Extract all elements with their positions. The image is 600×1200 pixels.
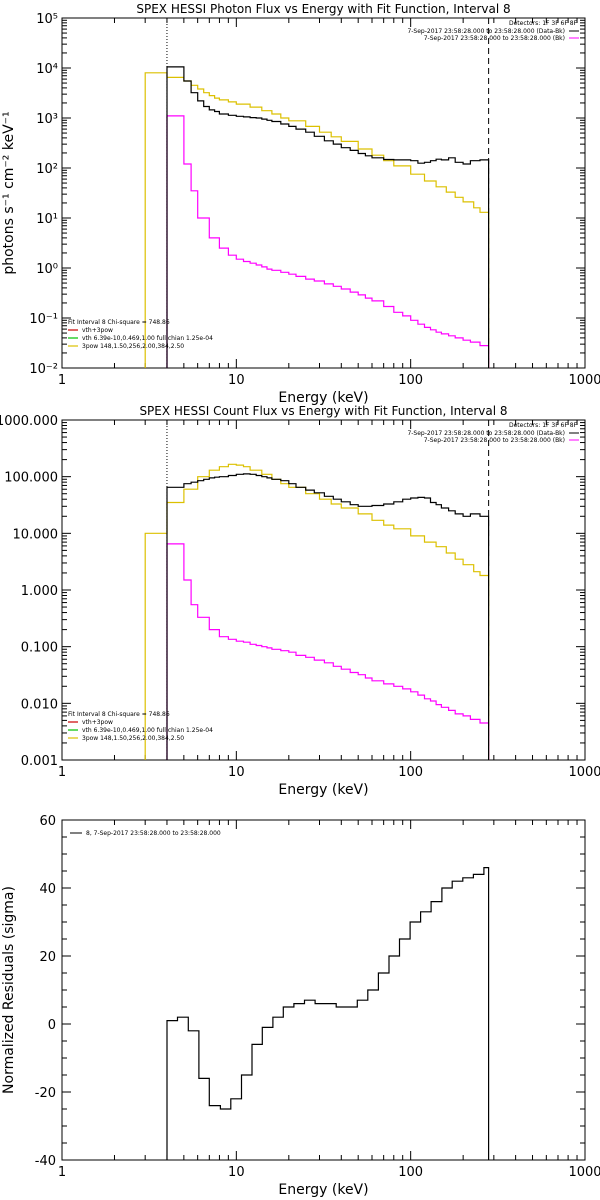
x-tick-label: 1000 bbox=[568, 765, 600, 780]
fit-legend-entry: vth+3pow bbox=[82, 327, 113, 334]
y-tick-label: 1000.000 bbox=[0, 414, 58, 429]
y-tick-label: 60 bbox=[39, 814, 56, 829]
y-tick-label: -20 bbox=[35, 1086, 56, 1101]
plot-frame-0 bbox=[61, 17, 586, 369]
x-tick-label: 100 bbox=[398, 373, 423, 388]
time-range-label: 7-Sep-2017 23:58:28.000 to 23:58:28.000 … bbox=[424, 35, 565, 42]
x-axis-label: Energy (keV) bbox=[278, 1182, 368, 1198]
x-axis-label: Energy (keV) bbox=[278, 782, 368, 798]
chart-title: SPEX HESSI Count Flux vs Energy with Fit… bbox=[139, 404, 507, 418]
plot-frame-2 bbox=[61, 819, 586, 1161]
time-range-label: 7-Sep-2017 23:58:28.000 to 23:58:28.000 … bbox=[407, 28, 565, 35]
y-tick-label: 40 bbox=[39, 882, 56, 897]
detectors-label: Detectors: 1F 3F 6F 8F bbox=[509, 422, 578, 429]
y-tick-label: 1.000 bbox=[21, 584, 58, 599]
y-tick-label: 10⁵ bbox=[36, 12, 58, 27]
x-tick-label: 100 bbox=[398, 1165, 423, 1180]
y-tick-label: 0.100 bbox=[21, 641, 58, 656]
y-tick-label: 10⁴ bbox=[36, 62, 58, 77]
fit-legend-entry: vth+3pow bbox=[82, 719, 113, 726]
time-range-label: 7-Sep-2017 23:58:28.000 to 23:58:28.000 … bbox=[424, 437, 565, 444]
y-axis-label: photons s⁻¹ cm⁻² keV⁻¹ bbox=[1, 111, 17, 274]
normalized-residual-series bbox=[166, 867, 490, 1160]
fit-legend-header: Fit Interval 8 Chi-square = 748.86 bbox=[68, 319, 170, 326]
x-axis-label: Energy (keV) bbox=[278, 390, 368, 406]
thermal-fit-series bbox=[166, 543, 490, 760]
x-tick-label: 10 bbox=[228, 373, 245, 388]
y-axis-label: Normalized Residuals (sigma) bbox=[1, 886, 17, 1094]
data-minus-background-series bbox=[166, 473, 490, 760]
thermal-fit-series bbox=[166, 115, 490, 368]
y-tick-label: 10⁰ bbox=[36, 262, 58, 277]
y-tick-label: 0.001 bbox=[21, 754, 58, 769]
fit-legend-entry: 3pow 148,1.50,256,2.00,384,2.50 bbox=[82, 735, 184, 742]
chart-title: SPEX HESSI Photon Flux vs Energy with Fi… bbox=[136, 2, 510, 16]
x-tick-label: 10 bbox=[228, 1165, 245, 1180]
y-tick-label: 10.000 bbox=[13, 527, 59, 542]
power-law-fit-series bbox=[144, 72, 490, 368]
y-tick-label: 10³ bbox=[36, 112, 58, 127]
y-tick-label: 0 bbox=[48, 1018, 56, 1033]
y-tick-label: 10⁻² bbox=[29, 362, 58, 377]
power-law-fit-series bbox=[144, 463, 490, 760]
y-tick-label: 0.010 bbox=[21, 697, 58, 712]
y-tick-label: 20 bbox=[39, 950, 56, 965]
detectors-label: Detectors: 1F 3F 6F 8F bbox=[509, 20, 578, 27]
residual-legend-label: 8, 7-Sep-2017 23:58:28.000 to 23:58:28.0… bbox=[86, 830, 221, 837]
fit-legend-entry: vth 6.39e-10,0.469,1.00 full chian 1.25e… bbox=[82, 727, 213, 734]
time-range-label: 7-Sep-2017 23:58:28.000 to 23:58:28.000 … bbox=[407, 430, 565, 437]
x-tick-label: 1 bbox=[58, 1165, 66, 1180]
x-tick-label: 1 bbox=[58, 765, 66, 780]
x-tick-label: 100 bbox=[398, 765, 423, 780]
y-tick-label: -40 bbox=[35, 1154, 56, 1169]
fit-legend-entry: 3pow 148,1.50,256,2.00,384,2.50 bbox=[82, 343, 184, 350]
x-tick-label: 1000 bbox=[568, 1165, 600, 1180]
x-tick-label: 10 bbox=[228, 765, 245, 780]
plot-frame-1 bbox=[61, 419, 586, 761]
data-minus-background-series bbox=[166, 66, 490, 368]
x-tick-label: 1000 bbox=[568, 373, 600, 388]
y-tick-label: 10² bbox=[36, 162, 58, 177]
fit-legend-entry: vth 6.39e-10,0.469,1.00 full chian 1.25e… bbox=[82, 335, 213, 342]
x-tick-label: 1 bbox=[58, 373, 66, 388]
fit-legend-header: Fit Interval 8 Chi-square = 748.86 bbox=[68, 711, 170, 718]
y-tick-label: 10⁻¹ bbox=[29, 312, 58, 327]
y-tick-label: 10¹ bbox=[36, 212, 58, 227]
y-tick-label: 100.000 bbox=[4, 471, 58, 486]
